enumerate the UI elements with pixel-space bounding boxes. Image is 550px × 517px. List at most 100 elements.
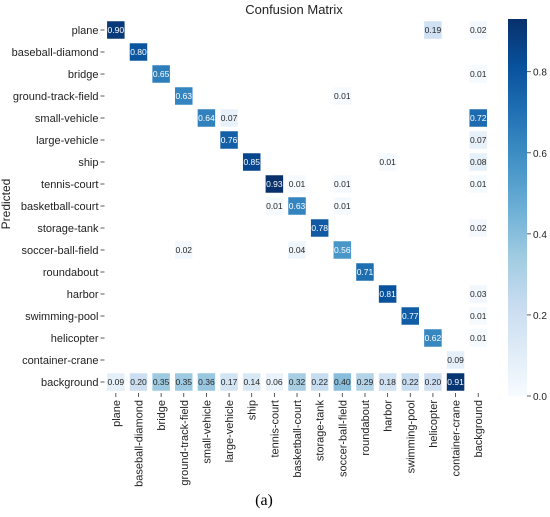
colorbar-tick-label: 0.2 [533,311,547,322]
heatmap-cell [175,241,193,259]
column-tick-label: storage-tank [315,400,327,462]
heatmap-cell [378,153,397,171]
column-tick-label: ship [247,400,259,420]
cell-value-label: 0.01 [289,179,306,189]
cell-value-label: 0.19 [425,25,442,35]
colorbar-tick-label: 0.8 [533,68,547,79]
cell-value-label: 0.02 [470,25,487,35]
heatmap-cell [401,307,420,325]
cell-value-label: 0.14 [243,377,260,387]
heatmap-cell [469,307,487,325]
cell-value-label: 0.01 [334,91,351,101]
heatmap-cell [469,65,487,83]
heatmap-cell [288,197,306,215]
cell-value-label: 0.20 [425,377,442,387]
cell-value-label: 0.02 [175,245,192,255]
cell-value-label: 0.85 [243,157,260,167]
cell-value-label: 0.90 [108,25,125,35]
heatmap-cell [469,329,487,347]
row-tick-label: roundabout [43,267,99,279]
cell-value-label: 0.22 [311,377,328,387]
column-tick-label: large-vehicle [224,400,236,462]
heatmap-cell [333,197,352,215]
heatmap-cell [242,373,261,391]
cell-value-label: 0.65 [153,69,170,79]
cell-value-label: 0.20 [130,377,147,387]
heatmap-cell [469,285,487,303]
cell-value-label: 0.08 [470,157,487,167]
cell-value-label: 0.71 [357,267,374,277]
cell-value-label: 0.76 [221,135,238,145]
cell-value-label: 0.40 [334,377,351,387]
heatmap-cell [152,373,170,391]
chart-title: Confusion Matrix [245,2,343,17]
cell-value-label: 0.01 [470,311,487,321]
cell-value-label: 0.32 [289,377,306,387]
heatmap-cell [356,373,374,391]
heatmap-cell [197,373,216,391]
heatmap-cell [333,373,352,391]
cell-value-label: 0.01 [266,201,283,211]
column-tick-label: tennis-court [269,400,281,457]
heatmap-cell [333,241,352,259]
cell-value-label: 0.93 [266,179,283,189]
colorbar: 0.0 0.2 0.4 0.6 0.8 [508,19,547,403]
heatmap-cell [310,373,329,391]
heatmap-cell [107,373,125,391]
row-tick-label: tennis-court [41,179,98,191]
heatmap-cell [288,373,306,391]
heatmap-cell [378,373,397,391]
cell-value-label: 0.02 [470,223,487,233]
heatmap-cell [220,373,238,391]
cell-value-label: 0.01 [470,69,487,79]
row-tick-label: storage-tank [37,223,99,235]
heatmap-cell [265,373,284,391]
row-tick-label: baseball-diamond [12,47,99,59]
cell-value-label: 0.01 [334,201,351,211]
cell-value-label: 0.35 [153,377,170,387]
row-tick-label: container-crane [22,355,98,367]
cell-value-label: 0.01 [379,157,396,167]
heatmap-cell [333,175,352,193]
column-tick-label: small-vehicle [201,400,213,464]
column-tick-label: ground-track-field [179,400,191,486]
heatmap-cell [129,43,148,61]
colorbar-tick-label: 0.6 [533,149,547,160]
column-tick-label: soccer-ball-field [337,400,349,477]
heatmap-cell [356,263,374,281]
heatmap-cell [310,219,329,237]
colorbar-tick-label: 0.0 [533,392,547,403]
heatmap-cell [378,285,397,303]
heatmap-cell [424,373,442,391]
column-tick-label: swimming-pool [405,400,417,473]
row-tick-label: basketball-court [21,201,99,213]
cell-value-label: 0.17 [221,377,238,387]
heatmap-cell [175,373,193,391]
cell-value-label: 0.80 [130,47,147,57]
row-tick-label: small-vehicle [35,113,99,125]
cell-value-label: 0.01 [334,179,351,189]
cell-value-label: 0.77 [402,311,419,321]
column-tick-label: roundabout [360,400,372,456]
heatmap-cell [288,241,306,259]
cell-value-label: 0.22 [402,377,419,387]
row-tick-label: swimming-pool [25,311,98,323]
cell-value-label: 0.91 [447,377,464,387]
cell-value-label: 0.09 [447,355,464,365]
heatmap-cell [469,153,487,171]
row-tick-labels: plane baseball-diamond bridge ground-track-… [12,25,105,389]
cell-value-label: 0.01 [470,333,487,343]
figure-caption: (a) [255,492,273,509]
cell-value-label: 0.63 [289,201,306,211]
cell-value-label: 0.63 [175,91,192,101]
cell-value-label: 0.07 [221,113,238,123]
heatmap-cell [333,87,352,105]
row-tick-label: helicopter [51,333,99,345]
heatmap-cell-labels: 0.90 0.19 0.02 0.80 0.65 0.01 0.63 0.01 0.64 0.07… [108,25,487,387]
heatmap-cell [424,21,442,39]
cell-value-label: 0.09 [108,377,125,387]
heatmap-cell [129,373,148,391]
heatmap-cells [107,21,487,391]
column-tick-label: helicopter [428,400,440,448]
